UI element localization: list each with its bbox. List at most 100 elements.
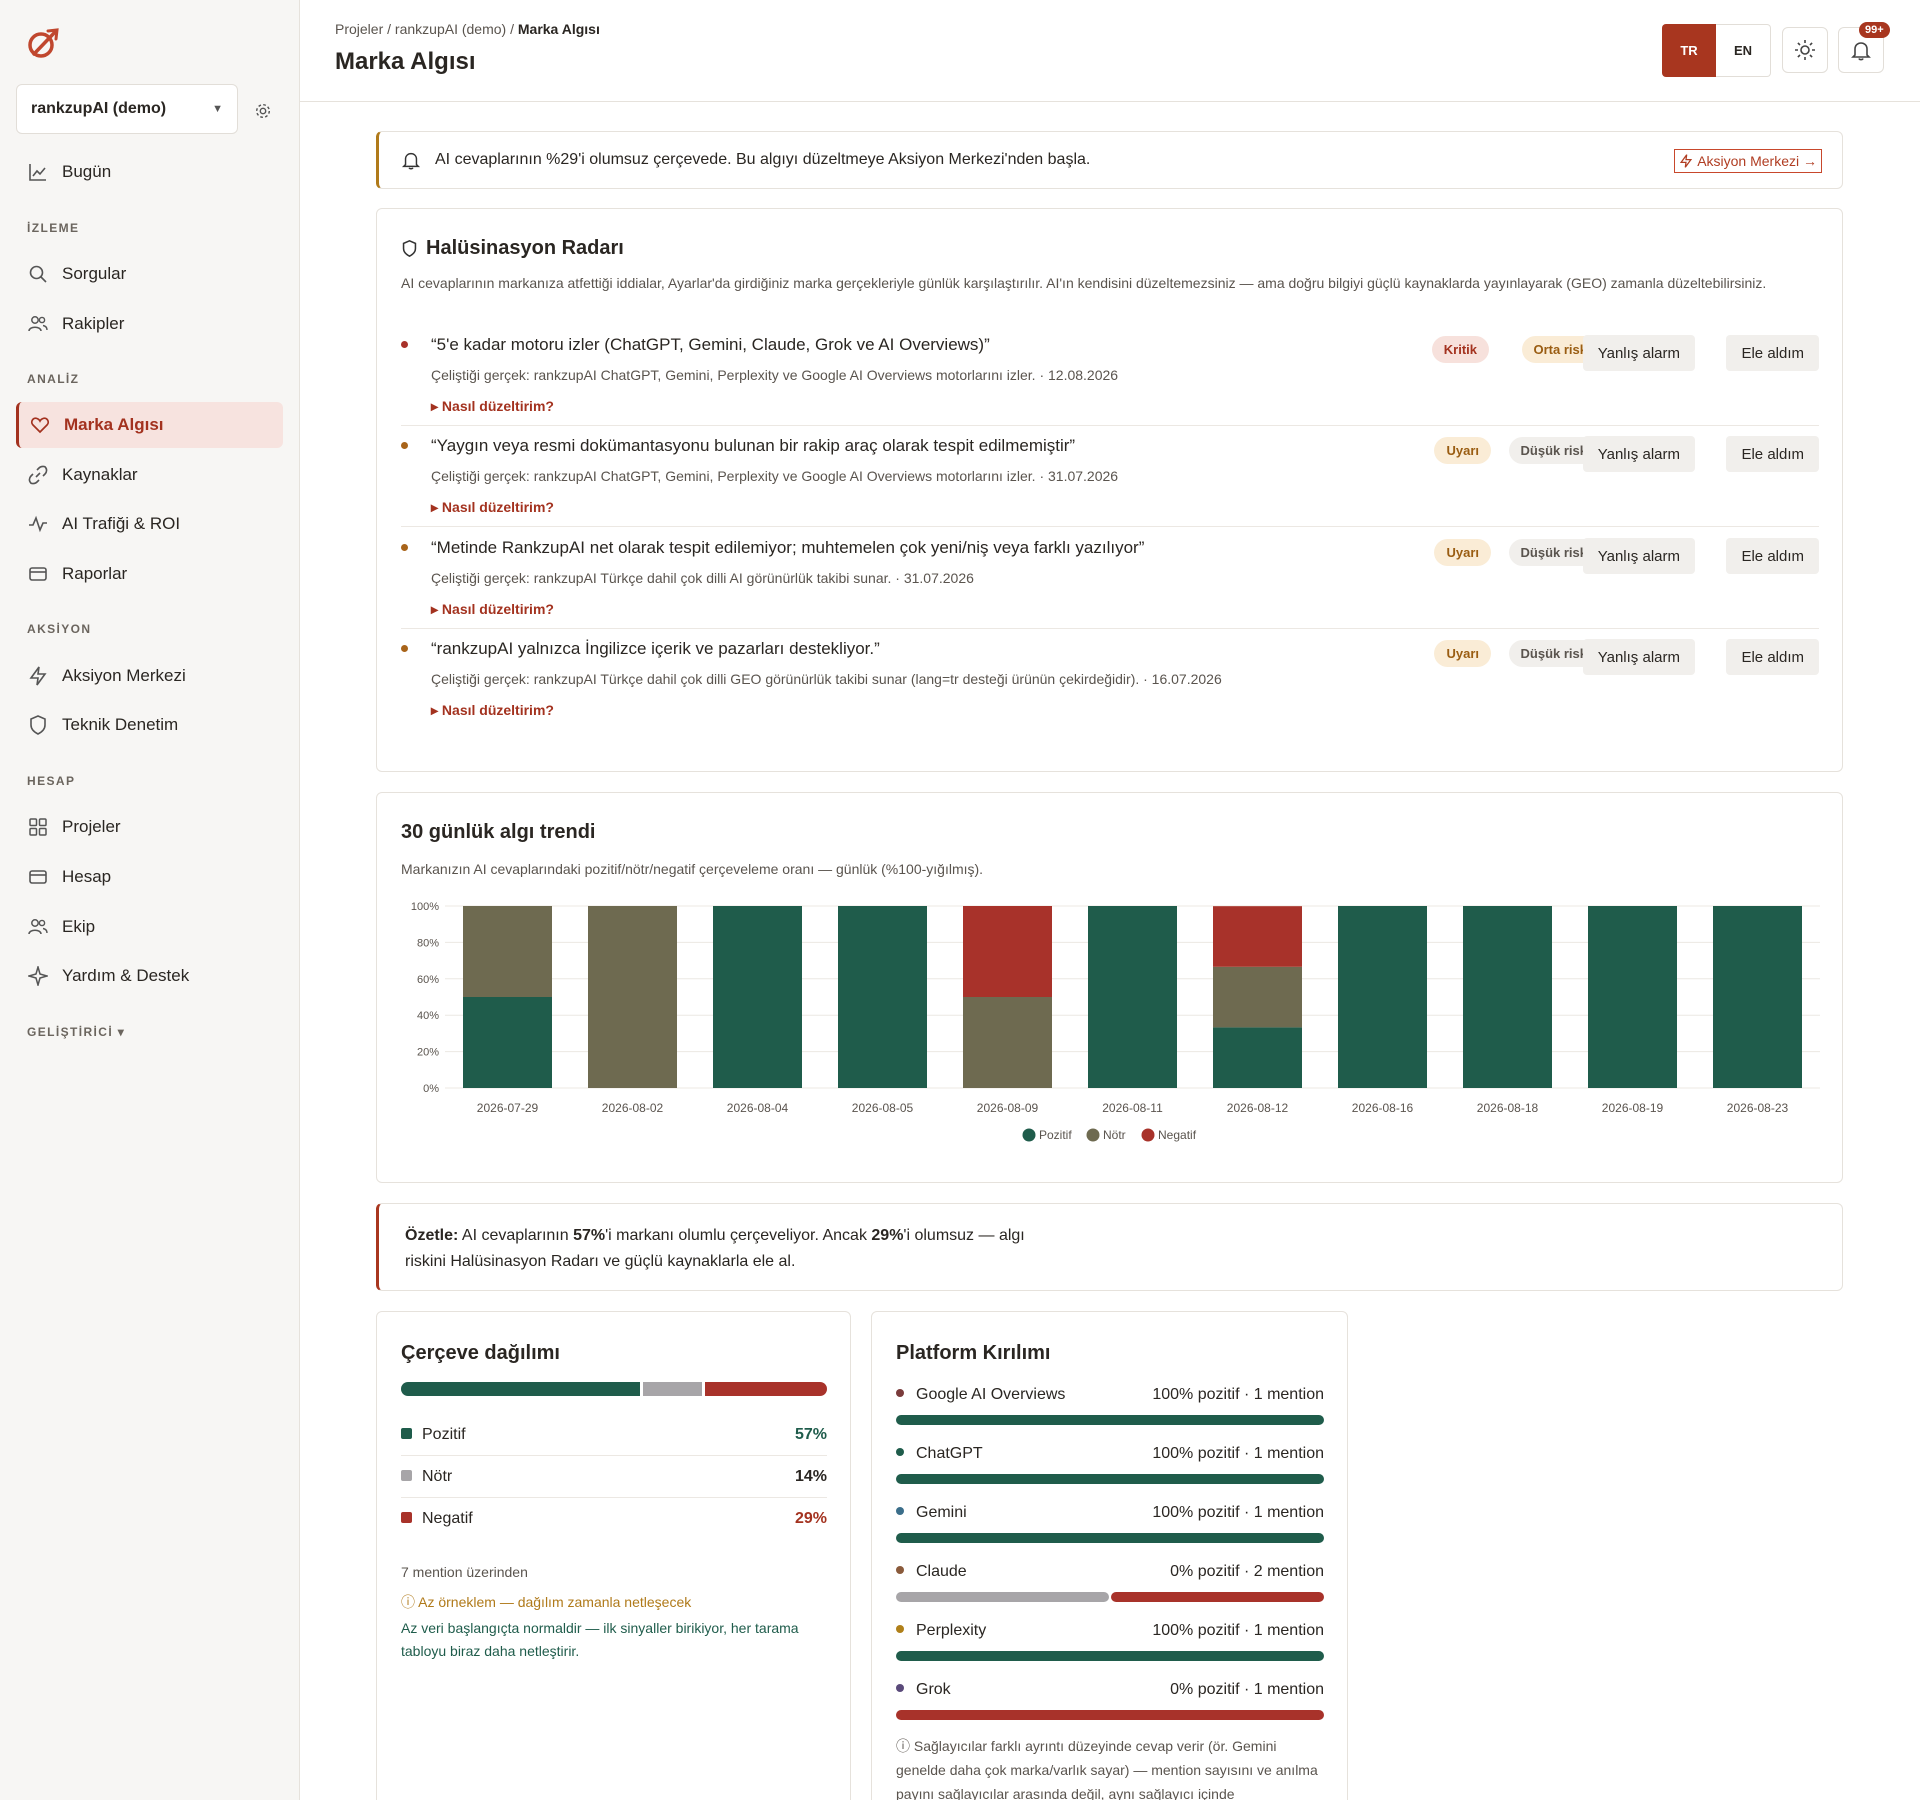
- nav-section-analysis: ANALİZ: [27, 372, 80, 386]
- frame-row-value: 57%: [794, 1425, 827, 1443]
- false-alarm-button[interactable]: Yanlış alarm: [1582, 335, 1695, 371]
- card-icon: [29, 567, 47, 581]
- nav-team[interactable]: Ekip: [16, 904, 283, 950]
- hallucination-desc: AI cevaplarının markanıza atfettiği iddi…: [401, 275, 1767, 291]
- x-tick-label: 2026-08-04: [727, 1101, 789, 1115]
- nav-reports[interactable]: Raporlar: [16, 551, 283, 597]
- nav-account[interactable]: Hesap: [16, 854, 283, 900]
- hallucination-fact: Çeliştiği gerçek: rankzupAI ChatGPT, Gem…: [431, 367, 1119, 383]
- handled-button[interactable]: Ele aldım: [1726, 639, 1819, 675]
- gear-icon[interactable]: [254, 102, 272, 120]
- handled-button[interactable]: Ele aldım: [1726, 538, 1819, 574]
- platform-name-wrap: Grok: [896, 1681, 951, 1699]
- platform-bar-negative: [896, 1710, 1324, 1720]
- legend-dot: [1022, 1128, 1036, 1142]
- bar-segment-pozitif: [1338, 906, 1427, 1088]
- bar-segment-nötr: [463, 906, 552, 997]
- frame-warning: ⓘ Az örneklem — dağılım zamanla netleşec…: [401, 1594, 692, 1610]
- item-divider: [401, 628, 1819, 629]
- bar-segment-pozitif: [1713, 906, 1802, 1088]
- platform-name: ChatGPT: [916, 1445, 983, 1462]
- frame-row-label: Nötr: [422, 1467, 453, 1485]
- notification-badge: 99+: [1859, 22, 1890, 38]
- item-divider: [401, 526, 1819, 527]
- frame-row-value: 29%: [794, 1510, 827, 1527]
- platform-name-wrap: Claude: [896, 1563, 967, 1581]
- false-alarm-button[interactable]: Yanlış alarm: [1582, 639, 1695, 675]
- theme-toggle-button[interactable]: [1782, 27, 1828, 73]
- how-to-fix-toggle[interactable]: ▸ Nasıl düzeltirim?: [431, 601, 554, 617]
- bell-icon: [1851, 42, 1871, 61]
- false-alarm-button[interactable]: Yanlış alarm: [1582, 538, 1695, 574]
- nav-technical-audit[interactable]: Teknik Denetim: [16, 702, 283, 748]
- platform-value: 100% pozitif · 1 mention: [1152, 1622, 1324, 1639]
- severity-dot: [401, 544, 408, 551]
- how-to-fix-toggle[interactable]: ▸ Nasıl düzeltirim?: [431, 702, 554, 718]
- logo-icon[interactable]: [26, 26, 60, 60]
- summary-box: Özetle: AI cevaplarının 57%'i markanı ol…: [376, 1203, 1843, 1291]
- frame-row-label: Negatif: [422, 1510, 473, 1527]
- bar-segment-nötr: [1213, 966, 1302, 1028]
- breadcrumb-projects[interactable]: Projeler: [335, 21, 384, 37]
- grid-icon: [29, 818, 47, 836]
- bar-segment-pozitif: [463, 997, 552, 1088]
- lightning-icon: [29, 666, 47, 686]
- nav-sources[interactable]: Kaynaklar: [16, 452, 283, 498]
- nav-ai-traffic[interactable]: AI Trafiği & ROI: [16, 501, 283, 547]
- nav-help[interactable]: Yardım & Destek: [16, 953, 283, 999]
- bell-icon: [401, 152, 421, 170]
- nav-competitors[interactable]: Rakipler: [16, 301, 283, 347]
- false-alarm-button[interactable]: Yanlış alarm: [1582, 436, 1695, 472]
- platform-bar-positive: [896, 1415, 1324, 1425]
- nav-action-center[interactable]: Aksiyon Merkezi: [16, 653, 283, 699]
- nav-today[interactable]: Bugün: [16, 149, 283, 195]
- bar-segment-nötr: [588, 906, 677, 1088]
- lang-tr-button[interactable]: TR: [1662, 24, 1716, 77]
- how-to-fix-toggle[interactable]: ▸ Nasıl düzeltirim?: [431, 499, 554, 515]
- breadcrumb-project[interactable]: rankzupAI (demo): [394, 21, 507, 37]
- handled-button[interactable]: Ele aldım: [1726, 335, 1819, 371]
- alert-banner: AI cevaplarının %29'i olumsuz çerçevede.…: [376, 131, 1843, 189]
- how-to-fix-toggle[interactable]: ▸ Nasıl düzeltirim?: [431, 398, 554, 414]
- platform-dot: [896, 1389, 904, 1397]
- nav-developer-toggle[interactable]: GELİŞTİRİCİ ▾: [27, 1025, 126, 1039]
- caret-down-icon: ▼: [212, 103, 223, 115]
- platform-bar-positive: [896, 1474, 1324, 1484]
- frame-bar-segment: [643, 1382, 703, 1396]
- bar-segment-pozitif: [1463, 906, 1552, 1088]
- platform-value: 100% pozitif · 1 mention: [1152, 1445, 1324, 1462]
- legend-dot: [1086, 1128, 1100, 1142]
- platform-dot: [896, 1448, 904, 1456]
- nav-projects[interactable]: Projeler: [16, 804, 283, 850]
- handled-button[interactable]: Ele aldım: [1726, 436, 1819, 472]
- platform-name: Perplexity: [916, 1622, 987, 1639]
- nav-queries[interactable]: Sorgular: [16, 251, 283, 297]
- bar-segment-negatif: [1213, 906, 1302, 967]
- project-selector[interactable]: rankzupAI (demo) ▼: [16, 84, 238, 134]
- platform-name: Grok: [916, 1681, 951, 1698]
- x-tick-label: 2026-08-02: [602, 1101, 664, 1115]
- action-center-link[interactable]: Aksiyon Merkezi →: [1674, 149, 1822, 173]
- nav-brand-perception[interactable]: Marka Algısı: [16, 402, 283, 448]
- platform-name: Gemini: [916, 1504, 967, 1521]
- legend-dot: [1141, 1128, 1155, 1142]
- users-icon: [28, 919, 48, 935]
- platform-breakdown-card: Platform Kırılımı Google AI Overviews 100…: [871, 1311, 1348, 1800]
- platform-bar: [896, 1592, 1324, 1602]
- platform-bar: [896, 1651, 1324, 1661]
- platform-bar-positive: [896, 1651, 1324, 1661]
- frame-bar-segment: [401, 1382, 641, 1396]
- platform-bar: [896, 1474, 1324, 1484]
- bar-segment-pozitif: [838, 906, 927, 1088]
- trend-desc: Markanızın AI cevaplarındaki pozitif/nöt…: [401, 861, 984, 877]
- severity-badge: Kritik: [1431, 336, 1489, 363]
- platform-bar-positive: [896, 1533, 1324, 1543]
- lang-en-button[interactable]: EN: [1716, 24, 1771, 77]
- nav-section-monitoring: İZLEME: [27, 221, 80, 235]
- frame-row-label-wrap: Negatif: [401, 1510, 473, 1528]
- frame-distribution-card: Çerçeve dağılımı Pozitif 57% Nötr 14% Negati…: [376, 1311, 851, 1800]
- project-name: rankzupAI (demo): [31, 100, 167, 117]
- breadcrumb: Projeler / rankzupAI (demo) / Marka Algı…: [335, 21, 600, 37]
- platform-value: 0% pozitif · 2 mention: [1170, 1563, 1324, 1580]
- platform-bar: [896, 1710, 1324, 1720]
